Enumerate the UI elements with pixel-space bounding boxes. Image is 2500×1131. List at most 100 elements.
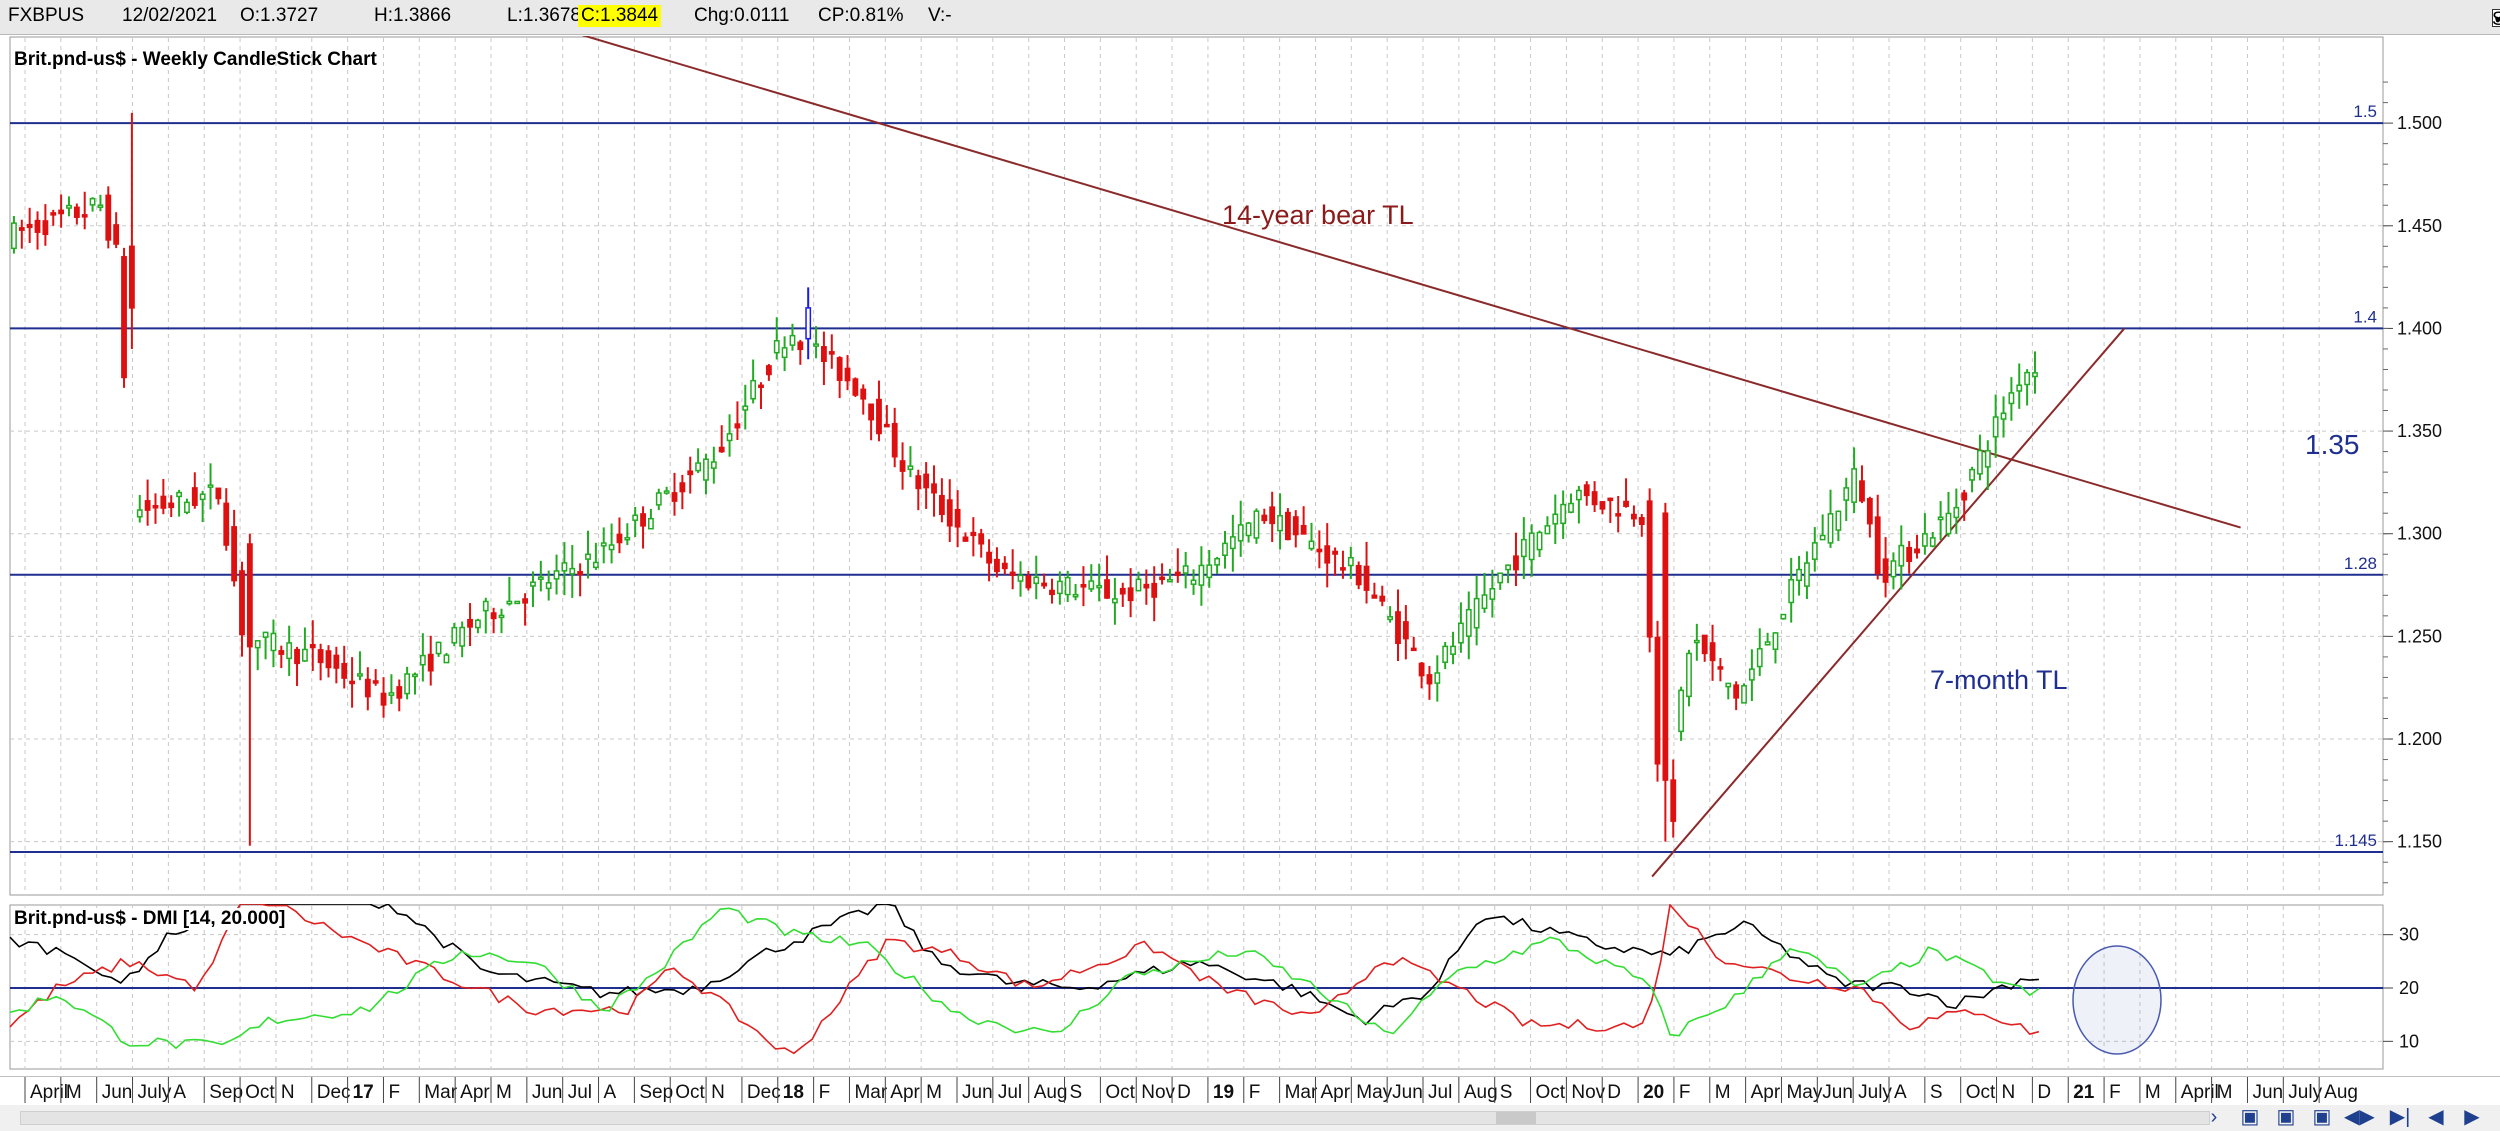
candle-body	[1929, 537, 1936, 547]
candle-body	[844, 367, 851, 382]
candle-body	[419, 654, 426, 666]
candle-body	[1347, 556, 1354, 567]
checkbox-icon[interactable]: ✔	[2492, 9, 2500, 28]
candle-body	[412, 673, 418, 678]
axis-month-label: Aug	[2324, 1082, 2358, 1103]
candle-body	[648, 517, 654, 530]
axis-month-label: 17	[353, 1082, 374, 1103]
candle-body	[1363, 565, 1370, 591]
candle-body	[514, 600, 521, 605]
level-label: 1.145	[2334, 831, 2377, 850]
candle-body	[1953, 506, 1960, 519]
axis-month-label: N	[711, 1082, 725, 1103]
axis-month-label: D	[1177, 1082, 1191, 1103]
candle-body	[1300, 524, 1307, 535]
y-tick-label: 1.200	[2397, 729, 2442, 749]
axis-month-label: Sep	[209, 1082, 243, 1103]
candle-body	[1198, 564, 1205, 586]
candle-body	[1355, 564, 1362, 586]
candle-body	[781, 347, 788, 359]
candle-body	[1127, 587, 1134, 602]
candle-body	[1151, 582, 1158, 598]
zoom-out-icon[interactable]: ▣	[2276, 1106, 2296, 1128]
candle-body	[199, 493, 206, 501]
axis-month-label: July	[138, 1082, 172, 1103]
candle-body	[482, 600, 489, 612]
candle-body	[1874, 516, 1881, 575]
candle-body	[640, 513, 646, 527]
fit-chart-icon[interactable]: ▣	[2312, 1106, 2332, 1128]
candle-body	[459, 626, 466, 647]
first-page-icon[interactable]: ◀▶	[2344, 1106, 2375, 1128]
scroll-right-icon[interactable]: ›	[2210, 1106, 2218, 1128]
candle-body	[1387, 616, 1394, 621]
candle-body	[223, 502, 230, 546]
candle-body	[81, 214, 88, 218]
candle-body	[1693, 639, 1700, 644]
candle-body	[1033, 576, 1040, 585]
low-value: L:1.3678	[507, 5, 581, 26]
candle-body	[246, 543, 253, 648]
y-tick-label: 1.500	[2397, 113, 2442, 133]
candle-body	[1945, 512, 1952, 535]
candle-body	[144, 500, 151, 511]
axis-month-label: April	[2181, 1082, 2219, 1103]
zoom-in-icon[interactable]: ▣	[2240, 1106, 2260, 1128]
axis-month-label: Jun	[2252, 1082, 2283, 1103]
axis-month-label: 20	[1643, 1082, 1664, 1103]
candle-body	[907, 465, 914, 470]
change-percent: CP:0.81%	[818, 5, 904, 26]
candle-body	[1049, 589, 1055, 596]
candle-body	[1866, 498, 1873, 525]
candle-body	[978, 533, 985, 545]
candle-body	[1835, 510, 1842, 531]
axis-month-label: M	[496, 1082, 512, 1103]
candlestick-panel: 1.150 1.200 1.250 1.300 1.350 1.400 1.450 1.500…	[0, 29, 2500, 898]
candle-body	[1025, 575, 1032, 589]
next-page-icon[interactable]: ▶	[2464, 1106, 2480, 1128]
candle-body	[1410, 647, 1417, 652]
last-page-icon[interactable]: ▶|	[2389, 1106, 2411, 1128]
candle-body	[1489, 588, 1496, 600]
candle-body	[1623, 500, 1629, 507]
candle-body	[435, 641, 442, 655]
candle-body	[1096, 584, 1103, 589]
candle-body	[2024, 371, 2031, 386]
candle-body	[860, 388, 867, 400]
axis-month-label: S	[1500, 1082, 1513, 1103]
candle-body	[1340, 567, 1346, 571]
candle-body	[128, 245, 135, 309]
candle-body	[1332, 550, 1338, 555]
candle-body	[1072, 593, 1079, 598]
candle-body	[1631, 513, 1637, 520]
candle-body	[828, 351, 835, 355]
previous-page-icon[interactable]: ◀	[2428, 1106, 2444, 1128]
candle-body	[1402, 621, 1409, 640]
dmi-y-tick-label: 30	[2399, 925, 2419, 945]
dmi-chart-title: Brit.pnd-us$ - DMI [14, 20.000]	[14, 908, 286, 930]
dmi-chart: 10 20 30	[9, 903, 2419, 1070]
axis-month-label: Jul	[1428, 1082, 1452, 1103]
candle-body	[1662, 512, 1669, 781]
scrollbar-thumb[interactable]	[1496, 1112, 1536, 1124]
change-value: Chg:0.0111	[694, 5, 790, 26]
candle-body	[1914, 548, 1920, 554]
candle-body	[1882, 558, 1889, 583]
main-chart-title: Brit.pnd-us$ - Weekly CandleStick Chart	[14, 49, 377, 70]
candle-body	[1552, 513, 1559, 525]
candle-body	[1269, 506, 1276, 525]
candle-body	[1961, 492, 1968, 501]
candle-body	[1520, 538, 1527, 558]
candle-body	[1992, 416, 1999, 438]
candle-body	[1686, 652, 1692, 698]
candle-body	[1575, 489, 1582, 501]
candle-body	[1434, 672, 1441, 684]
axis-month-label: 18	[783, 1082, 804, 1103]
candle-body	[184, 501, 190, 514]
candle-body	[1804, 562, 1810, 587]
candle-body	[341, 662, 348, 679]
horizontal-scrollbar[interactable]	[20, 1111, 2210, 1125]
candle-body	[600, 542, 607, 547]
candle-body	[569, 567, 576, 575]
